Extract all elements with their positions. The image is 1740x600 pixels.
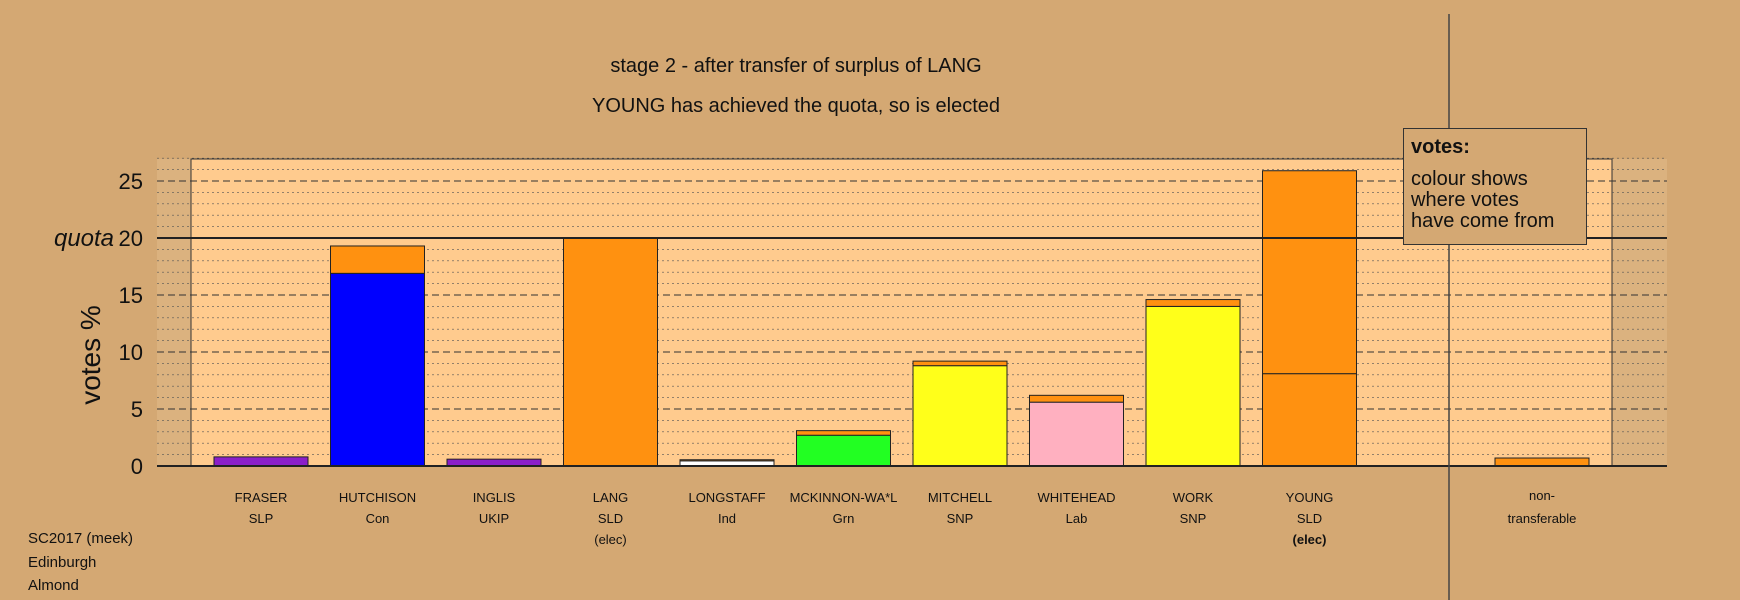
bar-segment <box>1494 457 1590 467</box>
candidate-party-label: SNP <box>947 511 974 526</box>
bar-young <box>1262 170 1357 467</box>
quota-label: quota <box>54 225 114 252</box>
bar-hutchison <box>330 245 425 467</box>
y-axis-label: votes % <box>75 305 106 405</box>
legend-title: votes: <box>1411 136 1470 158</box>
y-tick-labels: 0 5 10 15 20 25 <box>119 169 143 479</box>
candidate-note-label: (elec) <box>594 532 627 547</box>
footer-election: SC2017 (meek) <box>28 530 134 547</box>
bar-segment <box>912 360 1008 367</box>
legend-line-2: where votes <box>1411 189 1519 211</box>
candidate-party-label: Grn <box>833 511 855 526</box>
bar-segment <box>1262 373 1357 467</box>
bar-fraser <box>213 456 309 467</box>
legend-line-3: have come from <box>1411 210 1555 232</box>
y-tick-label: 20 <box>119 226 143 251</box>
legend: votes: colour shows where votes have com… <box>1403 128 1587 245</box>
footer: SC2017 (meek) Edinburgh Almond <box>28 527 133 598</box>
bar-segment <box>446 458 542 467</box>
candidate-name-label: HUTCHISON <box>339 490 416 505</box>
y-tick-label: 10 <box>119 340 143 365</box>
nontransferable-label: non- <box>1529 488 1555 503</box>
y-tick-label: 0 <box>131 454 143 479</box>
y-tick-label: 5 <box>131 397 143 422</box>
bar-segment <box>796 430 891 436</box>
bar-mitchell <box>912 360 1008 467</box>
bar-segment <box>330 245 425 274</box>
footer-ward: Almond <box>28 577 79 594</box>
candidate-name-label: LONGSTAFF <box>688 490 765 505</box>
candidate-name-label: YOUNG <box>1286 490 1334 505</box>
candidate-name-label: FRASER <box>235 490 288 505</box>
bar-segment <box>213 456 309 467</box>
candidate-party-label: SLD <box>598 511 623 526</box>
bars <box>213 170 1590 467</box>
nontransferable-label: transferable <box>1508 511 1577 526</box>
bar-segment <box>1145 305 1241 467</box>
bar-segment <box>912 365 1008 467</box>
chart-subtitle: YOUNG has achieved the quota, so is elec… <box>592 95 1000 117</box>
x-tick-labels: FRASER SLP HUTCHISON Con INGLIS UKIP LANG SLD (e… <box>235 488 1577 547</box>
bar-nontransferable <box>1494 457 1590 467</box>
bar-whitehead <box>1029 394 1124 467</box>
candidate-party-label: SLD <box>1297 511 1322 526</box>
candidate-note-label: (elec) <box>1293 532 1327 547</box>
bar-segment <box>330 272 425 467</box>
footer-region: Edinburgh <box>28 553 97 571</box>
candidate-name-label: MCKINNON-WA*L <box>790 490 898 505</box>
bar-work <box>1145 299 1241 467</box>
candidate-name-label: WORK <box>1173 490 1214 505</box>
candidate-party-label: SNP <box>1180 511 1207 526</box>
bar-segment <box>1262 170 1357 375</box>
candidate-name-label: MITCHELL <box>928 490 992 505</box>
candidate-name-label: INGLIS <box>473 490 516 505</box>
candidate-party-label: Ind <box>718 511 736 526</box>
candidate-name-label: LANG <box>593 490 628 505</box>
legend-line-1: colour shows <box>1411 168 1528 190</box>
chart-title: stage 2 - after transfer of surplus of L… <box>610 55 981 77</box>
bar-segment <box>679 459 775 462</box>
bar-segment <box>1029 401 1124 467</box>
bar-segment <box>563 237 658 467</box>
bar-mckinnon-wa*l <box>796 430 891 467</box>
bar-segment <box>796 434 891 467</box>
bar-segment <box>1145 299 1241 307</box>
y-tick-label: 15 <box>119 283 143 308</box>
candidate-name-label: WHITEHEAD <box>1038 490 1116 505</box>
bar-segment <box>1029 394 1124 403</box>
candidate-party-label: Con <box>366 511 390 526</box>
y-tick-label: 25 <box>119 169 143 194</box>
candidate-party-label: Lab <box>1066 511 1088 526</box>
bar-lang <box>563 237 658 467</box>
candidate-party-label: UKIP <box>479 511 509 526</box>
bar-inglis <box>446 458 542 467</box>
plot-area <box>190 158 1613 467</box>
candidate-party-label: SLP <box>249 511 274 526</box>
